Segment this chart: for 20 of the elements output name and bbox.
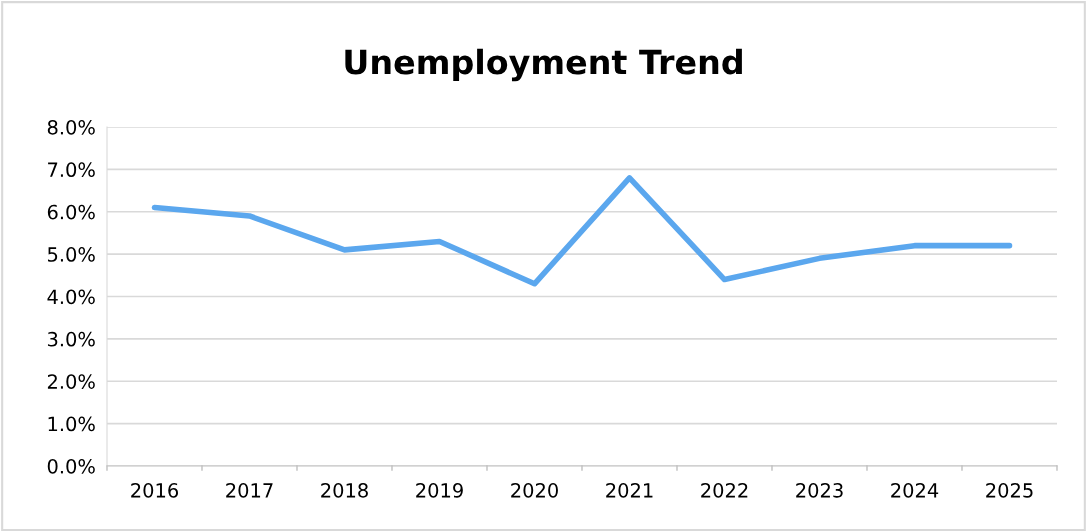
- y-tick-label: 7.0%: [48, 162, 95, 178]
- y-tick-label: 2.0%: [47, 374, 95, 389]
- y-tick-label: 4.0%: [47, 289, 95, 305]
- y-tick-label: 3.0%: [47, 331, 95, 347]
- y-tick-label: 8.0%: [47, 119, 95, 135]
- y-tick-label: 0.0%: [47, 458, 95, 474]
- x-tick-label: 2019: [416, 483, 463, 498]
- y-tick-label: 1.0%: [48, 416, 95, 432]
- y-tick-label: 5.0%: [47, 247, 95, 262]
- x-tick-label: 2025: [986, 483, 1033, 498]
- x-tick-label: 2021: [606, 483, 653, 498]
- x-tick-label: 2017: [226, 483, 273, 498]
- x-tick-label: 2018: [321, 483, 368, 498]
- x-tick-label: 2016: [131, 483, 179, 498]
- y-tick-label: 6.0%: [47, 204, 95, 220]
- chart-title: Unemployment Trend: [345, 48, 742, 82]
- x-tick-label: 2023: [796, 483, 843, 498]
- x-tick-label: 2022: [701, 483, 748, 498]
- x-tick-label: 2020: [511, 483, 558, 498]
- x-tick-label: 2024: [891, 483, 939, 498]
